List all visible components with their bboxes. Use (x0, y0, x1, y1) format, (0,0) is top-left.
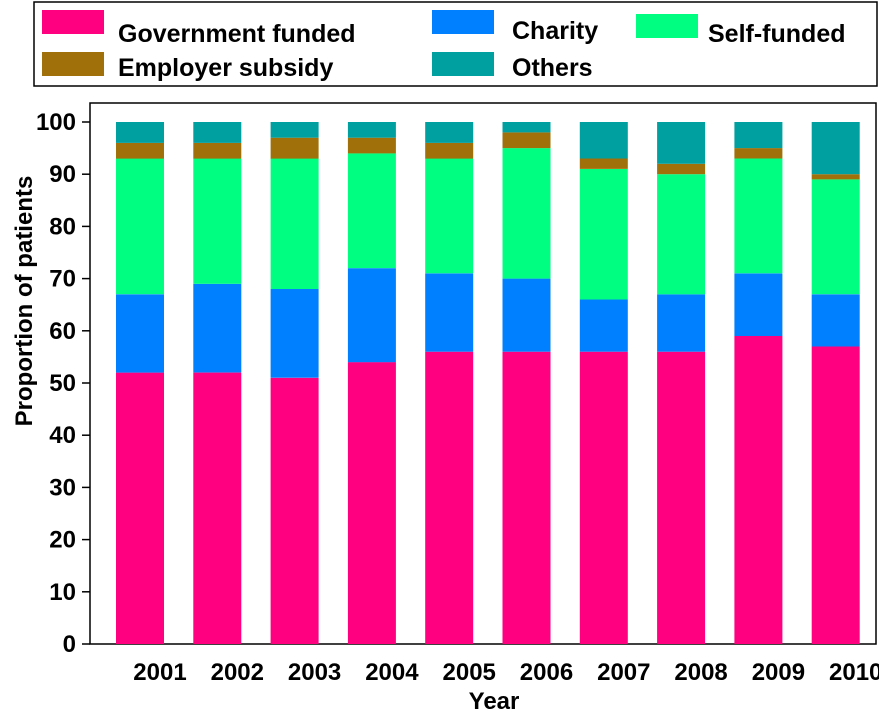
legend-label: Government funded (118, 20, 356, 48)
bar-2010-series-4 (811, 122, 860, 175)
y-tick-label: 60 (49, 318, 76, 345)
bar-2008-series-1 (657, 294, 706, 352)
bar-2005-series-1 (425, 273, 474, 352)
x-axis-title: Year (469, 688, 520, 715)
bar-2002-series-1 (193, 283, 242, 373)
legend-label: Self-funded (708, 20, 846, 48)
bar-2002-series-4 (193, 122, 242, 143)
bar-2009-series-1 (734, 273, 783, 336)
y-tick-label: 80 (49, 213, 76, 240)
bar-2008-series-3 (657, 163, 706, 175)
bar-2007-series-4 (579, 122, 628, 159)
bar-2006-series-4 (502, 122, 551, 133)
bar-2001-series-2 (116, 158, 164, 295)
y-tick-label: 0 (63, 631, 76, 658)
bar-2004-series-2 (347, 153, 396, 269)
bar-2002-series-3 (193, 142, 242, 159)
bar-2006-series-0 (502, 351, 551, 644)
bar-2002-series-2 (193, 158, 242, 284)
bar-2001-series-1 (116, 294, 164, 373)
bar-2009-series-3 (734, 148, 783, 159)
bars-group (116, 122, 860, 644)
x-tick-label: 2010 (829, 659, 879, 686)
bar-2004-series-0 (347, 362, 396, 644)
y-tick-label: 20 (49, 527, 76, 554)
legend-swatch (42, 10, 104, 34)
legend-label: Employer subsidy (118, 54, 333, 82)
bar-2006-series-2 (502, 148, 551, 279)
y-tick-label: 40 (49, 422, 76, 449)
bar-2010-series-0 (811, 346, 860, 644)
y-tick-label: 10 (49, 579, 76, 606)
bar-2004-series-4 (347, 122, 396, 138)
bar-2002-series-0 (193, 372, 242, 644)
plot-frame (89, 102, 877, 645)
y-axis-title: Proportion of patients (11, 176, 38, 427)
bar-2003-series-2 (270, 158, 319, 289)
y-axis: 0 10 20 30 40 50 60 70 80 90 100 (36, 109, 90, 658)
bar-2009-series-0 (734, 336, 783, 644)
x-tick-label: 2003 (288, 659, 341, 686)
x-tick-label: 2009 (752, 659, 805, 686)
bar-2010-series-3 (811, 174, 860, 180)
bar-2009-series-2 (734, 158, 783, 274)
bar-2007-series-0 (579, 351, 628, 644)
legend: Government funded Charity Self-funded Emplo… (33, 1, 878, 87)
bar-2003-series-3 (270, 137, 319, 159)
bar-2007-series-1 (579, 299, 628, 352)
bar-2005-series-2 (425, 158, 474, 274)
legend-swatch (636, 14, 698, 38)
x-tick-label: 2004 (365, 659, 419, 686)
bar-2008-series-2 (657, 174, 706, 295)
y-tick-label: 70 (49, 266, 76, 293)
y-tick-label: 100 (36, 109, 76, 136)
bar-2001-series-3 (116, 142, 164, 159)
bar-2005-series-3 (425, 142, 474, 159)
bar-2006-series-1 (502, 278, 551, 352)
bar-2009-series-4 (734, 122, 783, 149)
x-tick-label: 2007 (597, 659, 650, 686)
legend-swatch (432, 52, 494, 76)
y-tick-label: 50 (49, 370, 76, 397)
bar-2001-series-4 (116, 122, 164, 143)
bar-2008-series-4 (657, 122, 706, 164)
legend-swatch (432, 10, 494, 34)
bar-2006-series-3 (502, 132, 551, 149)
bar-2005-series-4 (425, 122, 474, 143)
y-tick-label: 30 (49, 474, 76, 501)
bar-2003-series-4 (270, 122, 319, 138)
x-axis: 2001 2002 2003 2004 2005 2006 2007 2008 2009 2010 (133, 659, 879, 686)
legend-label: Charity (512, 17, 598, 45)
bar-2003-series-1 (270, 289, 319, 378)
bar-2004-series-1 (347, 268, 396, 363)
bar-2007-series-2 (579, 169, 628, 300)
y-tick-label: 90 (49, 161, 76, 188)
x-tick-label: 2008 (674, 659, 727, 686)
bar-2010-series-1 (811, 294, 860, 347)
x-tick-label: 2005 (443, 659, 496, 686)
bar-2010-series-2 (811, 179, 860, 295)
bar-2005-series-0 (425, 351, 474, 644)
x-tick-label: 2001 (133, 659, 186, 686)
x-tick-label: 2006 (520, 659, 573, 686)
legend-label: Others (512, 54, 593, 82)
bar-2001-series-0 (116, 372, 164, 644)
legend-swatch (42, 52, 104, 76)
bar-2008-series-0 (657, 351, 706, 644)
x-tick-label: 2002 (211, 659, 264, 686)
bar-2004-series-3 (347, 137, 396, 154)
bar-2007-series-3 (579, 158, 628, 169)
bar-2003-series-0 (270, 377, 319, 644)
